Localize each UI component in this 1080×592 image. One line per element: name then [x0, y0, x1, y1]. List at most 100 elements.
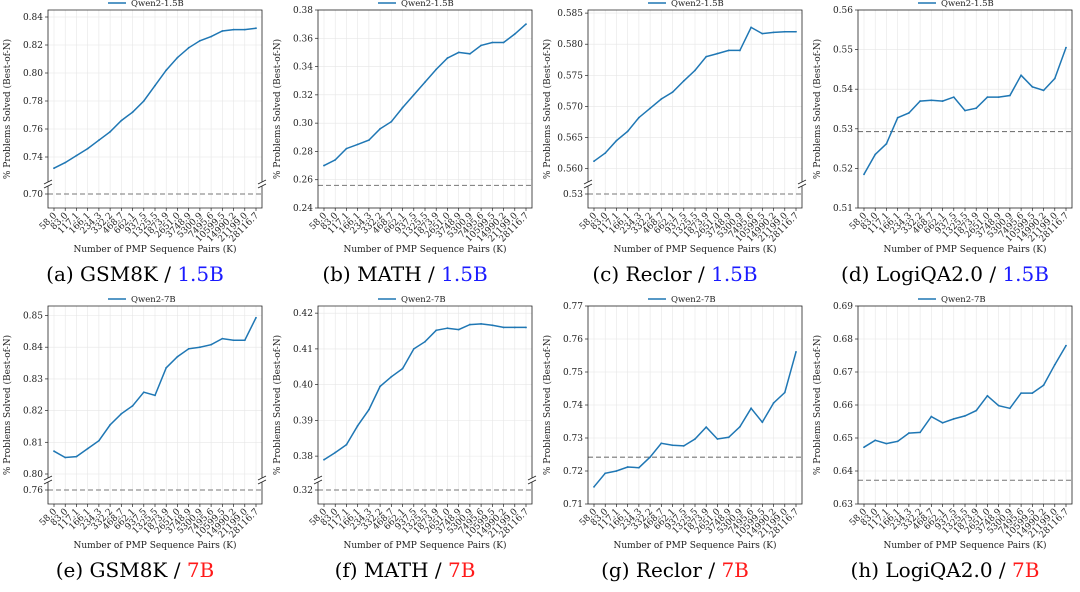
y-axis-label: % Problems Solved (Best-of-N) — [812, 39, 823, 179]
caption-model: 1.5B — [1002, 262, 1049, 286]
plot-frame — [47, 305, 263, 478]
data-point — [367, 408, 370, 411]
chart-panel-gsm8k-7b: 0.80 0.81 0.82 0.83 0.84 0.85 0.76 58.0 83.0 117.… — [0, 295, 270, 592]
y-tick-label: 0.34 — [293, 63, 313, 73]
data-point — [964, 414, 966, 417]
chart-panel-reclor-7b: 0.71 0.72 0.73 0.74 0.75 0.76 0.77 58.0 83.0 117.… — [540, 295, 810, 592]
y-tick-label: 0.32 — [293, 486, 313, 496]
legend: Qwen2-1.5B — [648, 0, 724, 9]
data-point — [750, 26, 753, 29]
data-point — [997, 96, 1000, 99]
caption-text: (b) MATH / — [322, 262, 442, 286]
y-tick-label: 0.26 — [293, 176, 313, 186]
data-point — [424, 81, 426, 84]
data-point — [75, 154, 78, 157]
data-point — [637, 116, 640, 119]
y-tick-label: 0.80 — [23, 69, 43, 79]
data-point — [986, 394, 989, 397]
data-point — [198, 346, 201, 349]
data-point — [86, 147, 89, 150]
data-point — [694, 69, 696, 72]
line-chart: 0.510.520.530.540.550.5658.083.0117.1166… — [812, 0, 1073, 255]
data-point — [919, 100, 922, 102]
data-point — [896, 440, 899, 443]
y-tick-label: 0.580 — [557, 40, 583, 50]
data-point — [615, 139, 618, 142]
data-point — [221, 337, 224, 340]
data-point — [468, 323, 471, 326]
y-tick-label: 0.55 — [833, 46, 853, 56]
x-axis-label: Number of PMP Sequence Pairs (K) — [883, 540, 1046, 551]
y-tick-label: 0.72 — [563, 467, 583, 477]
legend: Qwen2-7B — [378, 295, 446, 305]
y-tick-label: 0.28 — [293, 147, 313, 157]
data-point — [1053, 77, 1056, 80]
data-point — [198, 39, 201, 42]
chart-panel-math-1-5b: 0.24 0.26 0.28 0.30 0.32 0.34 0.36 0.38 58.0 83.0… — [270, 0, 540, 296]
panel-caption: (c) Reclor / 1.5B — [540, 262, 810, 286]
data-point — [1020, 74, 1023, 77]
panel-caption: (b) MATH / 1.5B — [270, 262, 540, 286]
line-chart: 0.5600.5650.5700.5750.5800.5850.5358.083… — [542, 0, 807, 255]
data-point — [491, 41, 494, 44]
data-point — [109, 130, 112, 133]
data-point — [109, 423, 112, 426]
y-tick-label: 0.36 — [293, 34, 313, 44]
data-point — [705, 426, 708, 429]
caption-text: (a) GSM8K / — [46, 262, 178, 286]
data-point — [649, 107, 652, 110]
data-point — [75, 455, 78, 458]
legend-label: Qwen2-7B — [401, 295, 446, 305]
data-point — [86, 447, 89, 450]
chart-panel-math-7b: 0.38 0.39 0.40 0.41 0.42 0.32 58.0 83.0 117.1 166… — [270, 295, 540, 592]
legend: Qwen2-1.5B — [378, 0, 454, 9]
panel-caption: (e) GSM8K / 7B — [0, 558, 270, 582]
data-point — [975, 107, 978, 110]
data-point — [716, 438, 719, 440]
data-point — [53, 450, 55, 453]
data-point — [221, 30, 224, 32]
data-point — [356, 143, 359, 146]
data-point — [626, 130, 629, 133]
legend-label: Qwen2-1.5B — [401, 0, 454, 9]
data-point — [1020, 392, 1023, 395]
grid — [588, 10, 802, 208]
plot-frame — [587, 9, 803, 182]
legend-label: Qwen2-1.5B — [671, 0, 724, 9]
data-point — [593, 160, 595, 163]
y-tick-label: 0.51 — [833, 204, 853, 214]
data-point — [930, 415, 933, 418]
y-tick-label: 0.54 — [833, 85, 853, 95]
y-tick-label: 0.585 — [557, 9, 583, 19]
y-tick-label: 0.56 — [833, 6, 853, 16]
caption-text: (e) GSM8K / — [55, 558, 187, 582]
data-point — [255, 316, 257, 319]
y-tick-label: 0.64 — [833, 467, 853, 477]
data-point — [615, 470, 618, 472]
y-tick-label: 0.84 — [23, 343, 43, 353]
panel-caption: (d) LogiQA2.0 / 1.5B — [810, 262, 1080, 286]
data-point — [772, 402, 775, 404]
data-point — [727, 436, 730, 439]
line-chart: 0.740.760.780.800.820.840.7058.083.0117.… — [2, 0, 267, 255]
data-point — [446, 327, 449, 330]
data-point — [468, 52, 471, 55]
data-point — [952, 96, 955, 99]
legend-label: Qwen2-1.5B — [941, 0, 994, 9]
data-point — [120, 412, 123, 415]
data-point — [480, 322, 483, 325]
data-point — [604, 152, 607, 155]
chart-panel-logiqa-1-5b: 0.51 0.52 0.53 0.54 0.55 0.56 58.0 83.0 117.1 166… — [810, 0, 1080, 296]
data-point — [783, 391, 786, 394]
data-point — [232, 28, 235, 31]
data-point — [390, 120, 393, 123]
grid — [858, 9, 1072, 209]
y-tick-label: 0.38 — [293, 6, 313, 16]
data-point — [323, 164, 325, 167]
legend: Qwen2-7B — [918, 295, 986, 305]
data-point — [187, 347, 190, 350]
data-point — [671, 91, 674, 94]
plot-frame — [317, 305, 533, 478]
y-tick-label: 0.82 — [23, 407, 43, 417]
